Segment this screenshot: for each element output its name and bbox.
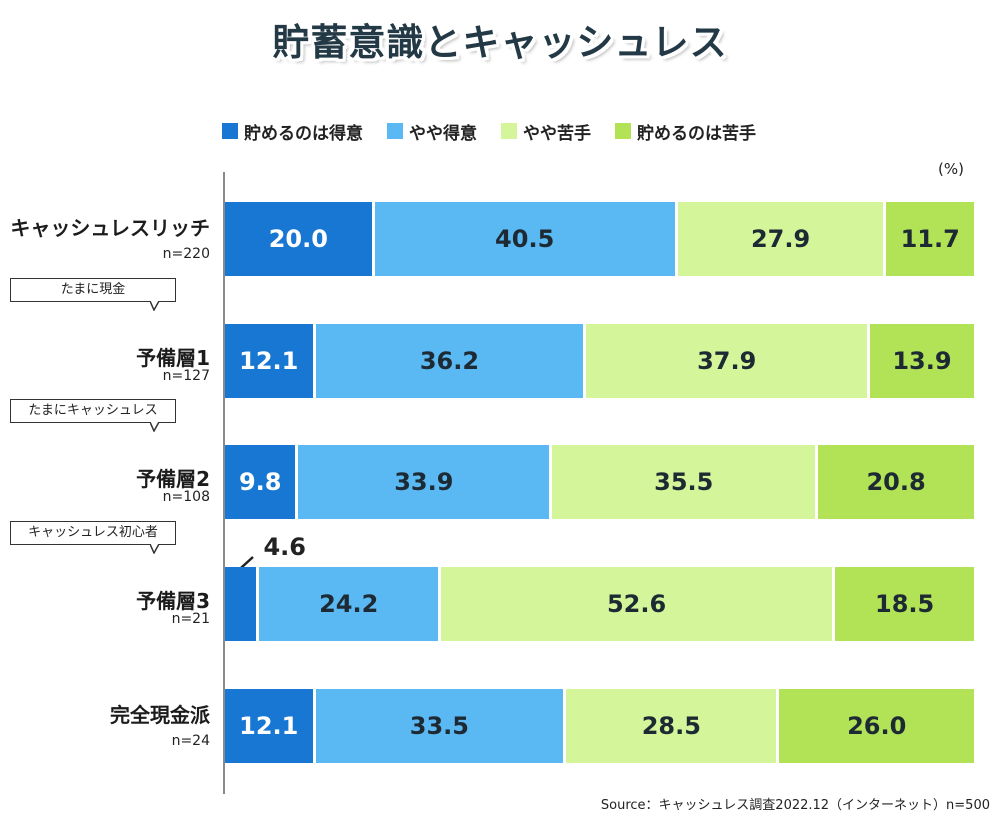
legend-swatch — [615, 123, 631, 139]
bar-value-label: 12.1 — [239, 712, 299, 740]
y-axis-line — [223, 172, 225, 794]
legend-swatch — [501, 123, 517, 139]
row-sample-size: n=108 — [162, 489, 210, 505]
bar-value-label: 20.8 — [866, 468, 926, 496]
legend: 貯めるのは得意 やや得意 やや苦手 貯めるのは苦手 — [222, 118, 780, 144]
legend-item: 貯めるのは得意 — [222, 119, 363, 144]
row-callout: キャッシュレス初心者 — [10, 521, 176, 545]
chart-title: 貯蓄意識とキャッシュレス — [272, 21, 728, 64]
row-sample-size: n=220 — [162, 246, 210, 262]
bar-segment: 40.5 — [374, 202, 678, 276]
bar-value-label: 26.0 — [847, 712, 907, 740]
bar-segment: 20.8 — [818, 445, 974, 519]
legend-label: やや得意 — [409, 123, 477, 144]
bar-segment: 27.9 — [677, 202, 887, 276]
row-label: 予備層3 — [136, 589, 210, 613]
callout-tail — [150, 421, 160, 432]
bar-segment — [225, 567, 260, 641]
row-callout: たまに現金 — [10, 278, 176, 302]
bar-value-label: 40.5 — [495, 225, 555, 253]
bar-segment: 37.9 — [586, 324, 870, 398]
bar-value-label: 9.8 — [238, 468, 282, 496]
callout-tail — [150, 543, 160, 554]
bar-value-label: 12.1 — [239, 347, 299, 375]
bar-segment: 18.5 — [835, 567, 974, 641]
unit-label: (%) — [938, 160, 964, 178]
bar-value-label: 33.9 — [394, 468, 454, 496]
bar-segment: 33.5 — [315, 689, 567, 763]
row-label: 完全現金派 — [110, 703, 210, 727]
stacked-bar: 12.1 36.2 37.9 13.9 — [225, 324, 974, 398]
bar-segment: 13.9 — [869, 324, 974, 398]
legend-item: 貯めるのは苦手 — [615, 119, 756, 144]
bar-value-label: 13.9 — [892, 347, 952, 375]
stacked-bar: 24.2 52.6 18.5 — [225, 567, 974, 641]
bar-segment: 35.5 — [552, 445, 819, 519]
bar-value-label: 4.6 — [263, 533, 306, 561]
bar-segment: 12.1 — [225, 689, 316, 763]
legend-swatch — [222, 123, 238, 139]
legend-swatch — [387, 123, 403, 139]
legend-label: 貯めるのは苦手 — [637, 123, 756, 144]
bar-segment: 52.6 — [440, 567, 836, 641]
bar-value-label: 11.7 — [900, 225, 960, 253]
stacked-bar: 20.0 40.5 27.9 11.7 — [225, 202, 974, 276]
row-callout: たまにキャッシュレス — [10, 399, 176, 423]
row-label: 予備層2 — [136, 467, 210, 491]
bar-segment: 11.7 — [886, 202, 974, 276]
bar-value-label: 28.5 — [641, 712, 701, 740]
bar-segment: 28.5 — [566, 689, 780, 763]
row-label: キャッシュレスリッチ — [10, 216, 210, 240]
bar-value-label: 37.9 — [697, 347, 757, 375]
row-label: 予備層1 — [136, 346, 210, 370]
bar-value-label: 24.2 — [319, 590, 379, 618]
bar-segment: 26.0 — [779, 689, 974, 763]
bar-segment: 20.0 — [225, 202, 375, 276]
callout-tail — [150, 300, 160, 311]
row-sample-size: n=127 — [162, 368, 210, 384]
bar-value-label: 20.0 — [268, 225, 328, 253]
bar-value-label: 33.5 — [409, 712, 469, 740]
source-note: Source：キャッシュレス調査2022.12（インターネット）n=500 — [600, 798, 990, 813]
bar-segment: 12.1 — [225, 324, 316, 398]
bar-value-label: 27.9 — [750, 225, 811, 253]
bar-segment: 9.8 — [225, 445, 299, 519]
legend-label: やや苦手 — [523, 123, 591, 144]
bar-segment: 24.2 — [259, 567, 441, 641]
stacked-bar: 9.8 33.9 35.5 20.8 — [225, 445, 974, 519]
stacked-bar: 12.1 33.5 28.5 26.0 — [225, 689, 974, 763]
bar-segment: 33.9 — [298, 445, 553, 519]
bar-segment: 36.2 — [315, 324, 587, 398]
row-sample-size: n=24 — [171, 733, 210, 749]
bar-value-label: 35.5 — [654, 468, 714, 496]
legend-label: 貯めるのは得意 — [244, 123, 363, 144]
row-sample-size: n=21 — [171, 611, 210, 627]
legend-item: やや苦手 — [501, 119, 591, 144]
bar-value-label: 36.2 — [419, 347, 480, 375]
bar-value-label: 18.5 — [875, 590, 935, 618]
legend-item: やや得意 — [387, 119, 477, 144]
bar-value-label: 52.6 — [606, 590, 667, 618]
